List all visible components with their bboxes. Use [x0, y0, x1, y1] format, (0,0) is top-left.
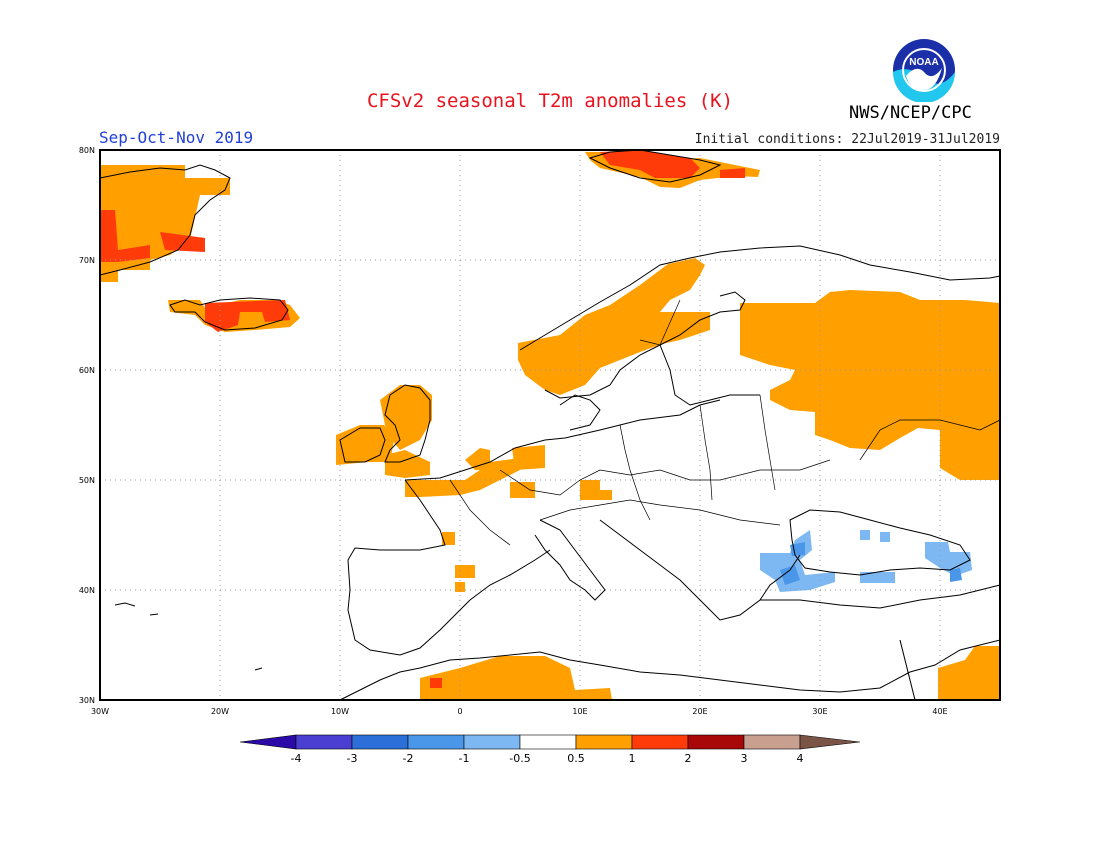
- lon-label: 40E: [932, 707, 947, 716]
- lon-label: 0: [457, 707, 462, 716]
- lon-label: 30E: [812, 707, 827, 716]
- agency-label: NWS/NCEP/CPC: [849, 103, 972, 123]
- lon-label: 10W: [331, 707, 349, 716]
- noaa-logo: NOAA: [893, 39, 955, 102]
- color-bar: [239, 734, 861, 750]
- season-label: Sep-Oct-Nov 2019: [99, 128, 254, 147]
- lon-label: 30W: [91, 707, 109, 716]
- colorbar-label: 2: [685, 752, 692, 765]
- coastlines: [99, 149, 1001, 701]
- colorbar-label: -4: [291, 752, 302, 765]
- colorbar-arrow-low: [239, 734, 297, 750]
- colorbar-label: -3: [347, 752, 358, 765]
- cool-anomaly-core: [780, 542, 962, 585]
- colorbar-swatch: [743, 734, 801, 750]
- colorbar-label: -2: [403, 752, 414, 765]
- colorbar-swatch: [687, 734, 745, 750]
- strong-warm-anomaly-areas: [100, 150, 745, 688]
- cool-anomaly-areas: [760, 530, 972, 592]
- colorbar-swatch: [463, 734, 521, 750]
- borders: [449, 299, 1001, 546]
- longitude-labels: 30W 20W 10W 0 10E 20E 30E 40E: [91, 707, 948, 716]
- latitude-labels: 80N 70N 60N 50N 40N 30N: [79, 146, 95, 705]
- lat-label: 80N: [79, 146, 95, 155]
- colorbar-swatch: [631, 734, 689, 750]
- colorbar-swatch: [407, 734, 465, 750]
- map-frame: [99, 149, 1001, 701]
- lon-label: 20W: [211, 707, 229, 716]
- noaa-logo-text: NOAA: [909, 57, 938, 68]
- graticule: [100, 150, 1000, 700]
- colorbar-label: 0.5: [567, 752, 585, 765]
- colorbar-arrow-high: [799, 734, 861, 750]
- colorbar-label: -1: [459, 752, 470, 765]
- colorbar-swatch: [295, 734, 353, 750]
- lat-label: 40N: [79, 586, 95, 595]
- lon-label: 10E: [572, 707, 587, 716]
- lon-label: 20E: [692, 707, 707, 716]
- colorbar-swatch: [519, 734, 577, 750]
- map-plot: [99, 149, 1001, 701]
- lat-label: 60N: [79, 366, 95, 375]
- initial-conditions-label: Initial conditions: 22Jul2019-31Jul2019: [694, 132, 1000, 147]
- colorbar-label: 1: [629, 752, 636, 765]
- colorbar-swatch: [575, 734, 633, 750]
- colorbar-labels: -4 -3 -2 -1 -0.5 0.5 1 2 3 4: [291, 752, 804, 765]
- lat-label: 30N: [79, 696, 95, 705]
- map-title: CFSv2 seasonal T2m anomalies (K): [366, 90, 734, 112]
- colorbar-label: -0.5: [509, 752, 530, 765]
- lat-label: 70N: [79, 256, 95, 265]
- colorbar-label: 4: [797, 752, 804, 765]
- colorbar-label: 3: [741, 752, 748, 765]
- colorbar-swatch: [351, 734, 409, 750]
- lat-label: 50N: [79, 476, 95, 485]
